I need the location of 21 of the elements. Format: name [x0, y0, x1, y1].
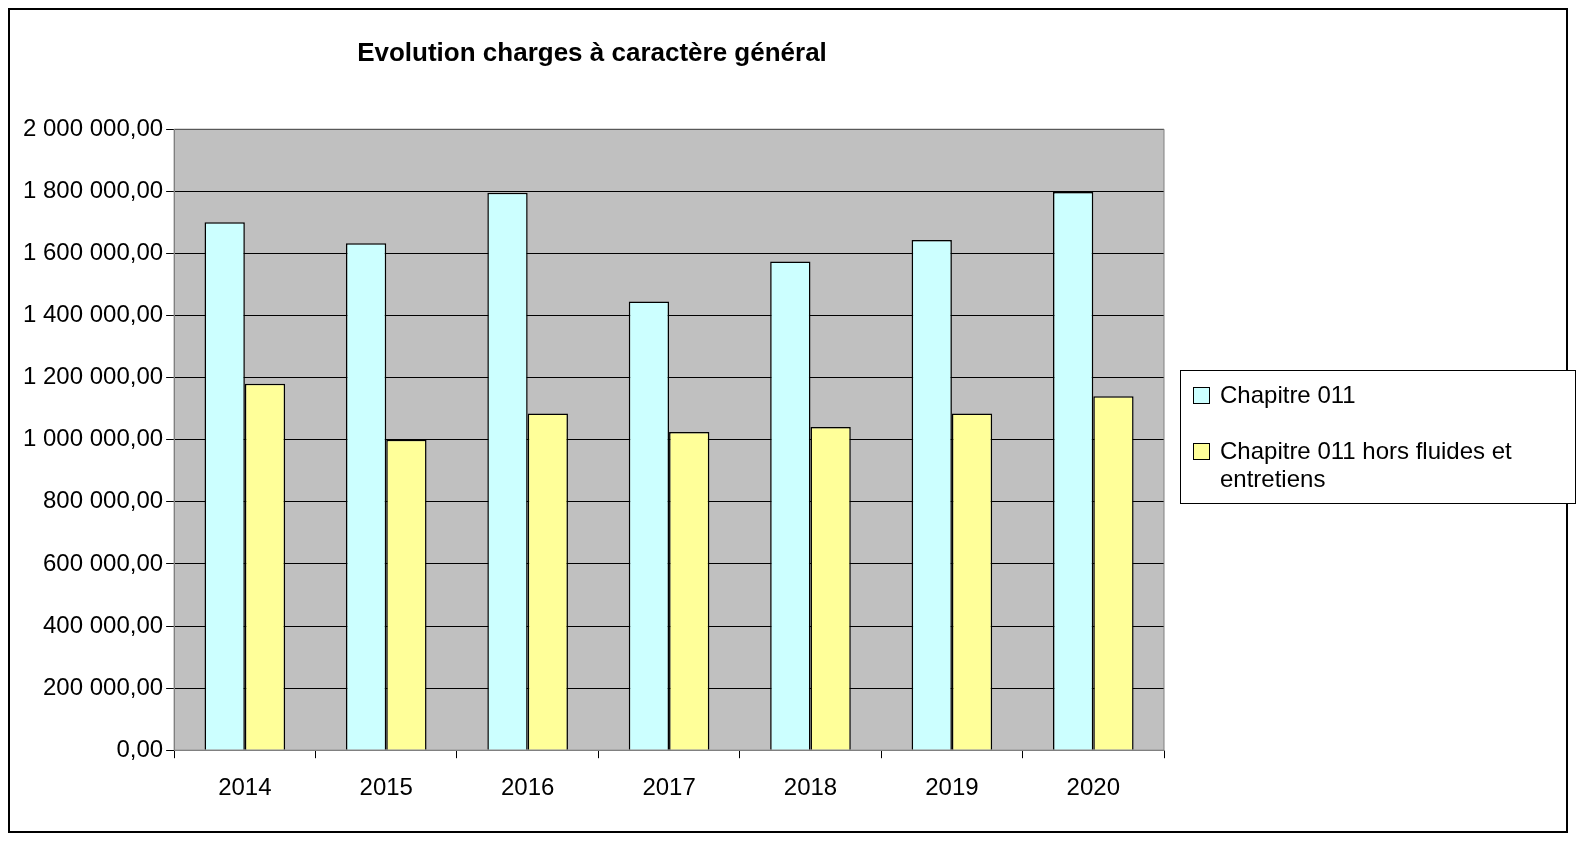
chart-title: Evolution charges à caractère général: [357, 36, 827, 67]
legend-label: Chapitre 011 hors fluides et entretiens: [1220, 437, 1513, 493]
y-tick-label: 1 000 000,00: [22, 424, 164, 452]
x-tick-label: 2020: [1066, 773, 1120, 801]
y-tick-label: 800 000,00: [43, 486, 164, 514]
y-tick-label: 600 000,00: [43, 548, 164, 576]
legend-label: Chapitre 011: [1220, 381, 1356, 409]
x-tick-label: 2014: [218, 773, 272, 801]
x-tick-label: 2015: [359, 773, 413, 801]
y-tick-label: 2 000 000,00: [22, 113, 164, 141]
x-tick-label: 2018: [783, 773, 838, 801]
y-tick-label: 1 600 000,00: [22, 238, 164, 266]
y-tick-label: 200 000,00: [43, 672, 164, 700]
y-tick-label: 1 400 000,00: [22, 300, 164, 328]
x-tick-label: 2017: [642, 773, 696, 801]
y-tick-label: 0,00: [116, 734, 164, 762]
y-tick-label: 1 200 000,00: [22, 362, 164, 390]
y-tick-label: 400 000,00: [43, 610, 164, 638]
x-tick-label: 2016: [500, 773, 555, 801]
x-tick-label: 2019: [925, 773, 979, 801]
y-tick-label: 1 800 000,00: [22, 175, 164, 203]
